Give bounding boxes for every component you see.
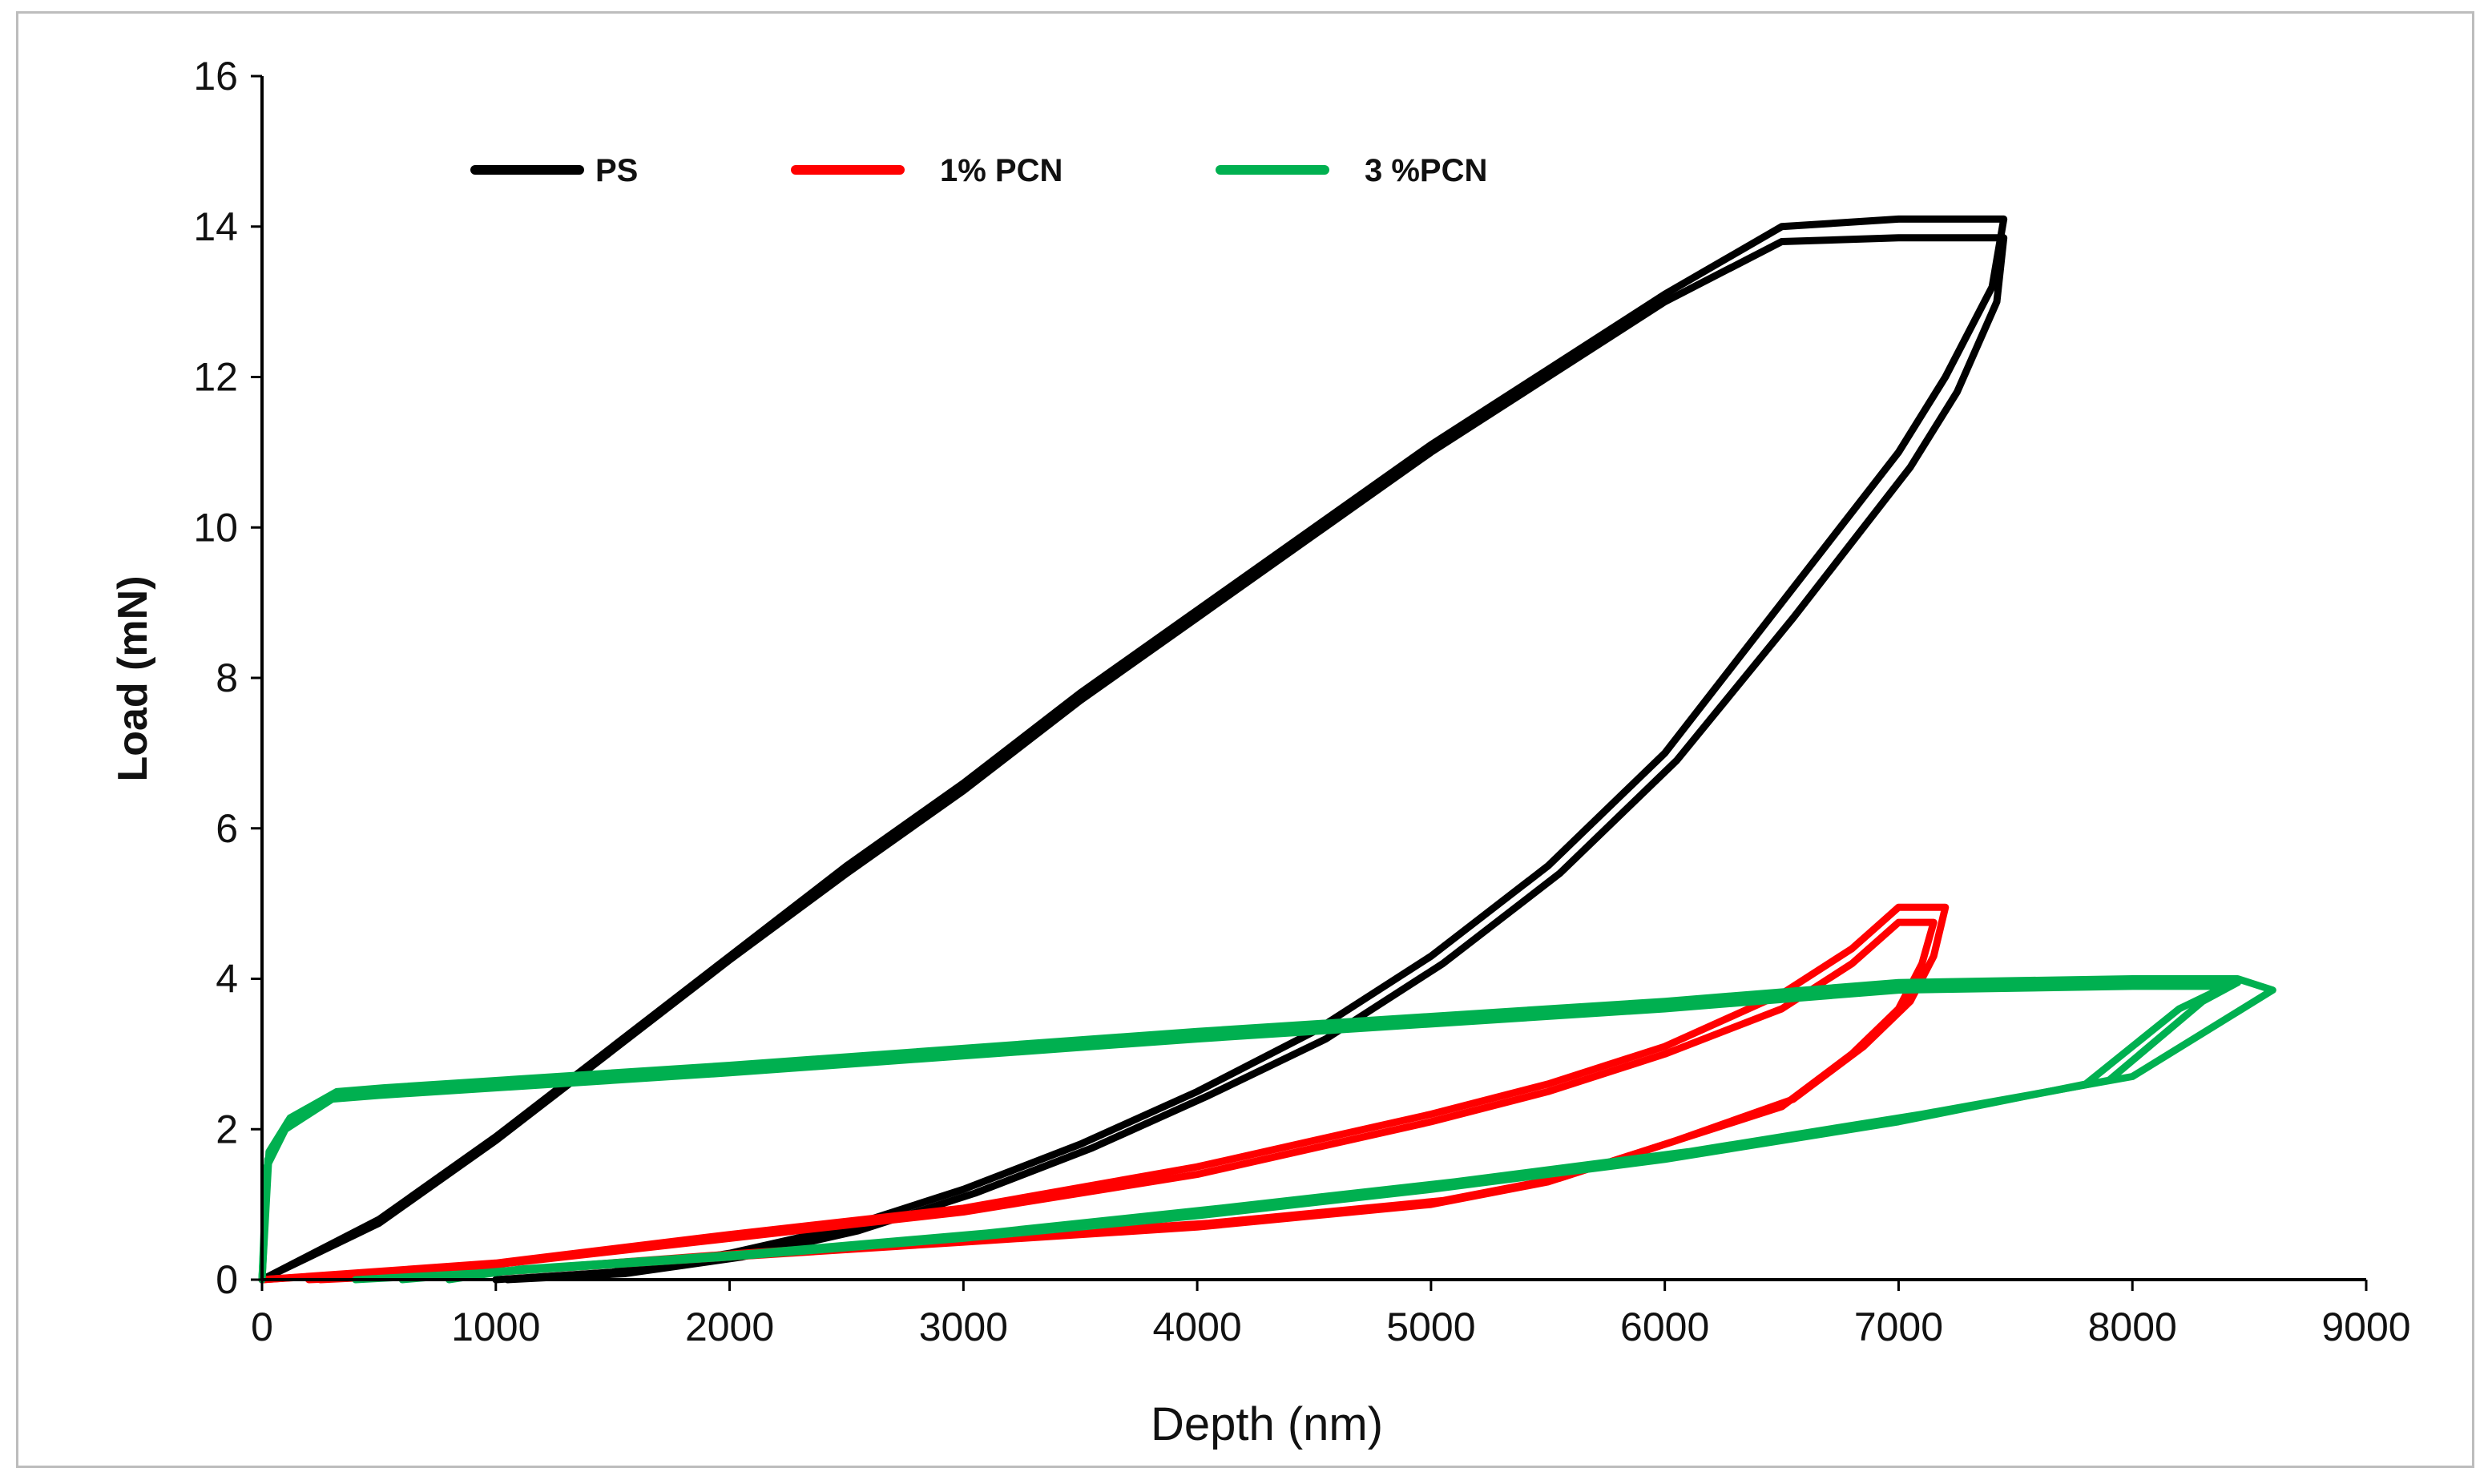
series-3-pcn [258, 975, 2276, 1284]
x-tick-label: 8000 [2088, 1305, 2177, 1349]
series-curve [258, 903, 1950, 1284]
y-tick-label: 10 [193, 505, 238, 550]
series-curve [258, 215, 2008, 1284]
y-tick-label: 8 [216, 655, 238, 700]
x-tick-label: 5000 [1386, 1305, 1475, 1349]
chart-frame: 0 2 4 6 8 10 12 14 16 0 1000 2000 3000 4000 5000 6000 7… [16, 11, 2474, 1468]
y-ticks: 0 2 4 6 8 10 12 14 16 [193, 54, 262, 1302]
y-tick-label: 4 [216, 957, 238, 1002]
series-layer [258, 215, 2276, 1284]
legend: PS 1% PCN 3 %PCN [470, 153, 1487, 188]
series-ps [258, 215, 2008, 1284]
x-tick-label: 0 [251, 1305, 273, 1349]
x-tick-label: 4000 [1152, 1305, 1241, 1349]
x-tick-label: 3000 [919, 1305, 1008, 1349]
legend-label: 3 %PCN [1365, 153, 1487, 188]
legend-label: PS [595, 153, 638, 188]
legend-entry: PS [470, 153, 638, 188]
legend-entry: 3 %PCN [1216, 153, 1487, 188]
y-tick-label: 12 [193, 355, 238, 400]
x-tick-label: 1000 [451, 1305, 540, 1349]
legend-label: 1% PCN [940, 153, 1063, 188]
legend-entry: 1% PCN [791, 153, 1063, 188]
x-tick-label: 2000 [685, 1305, 774, 1349]
y-tick-label: 6 [216, 806, 238, 851]
load-depth-chart: 0 2 4 6 8 10 12 14 16 0 1000 2000 3000 4000 5000 6000 7… [110, 54, 2411, 1450]
x-tick-label: 9000 [2321, 1305, 2410, 1349]
y-axis-title: Load (mN) [110, 575, 156, 781]
x-axis-title: Depth (nm) [1151, 1398, 1383, 1450]
x-ticks: 0 1000 2000 3000 4000 5000 6000 7000 8000 9000 [251, 1280, 2411, 1349]
y-tick-label: 0 [216, 1257, 238, 1302]
x-tick-label: 6000 [1620, 1305, 1709, 1349]
series-curve [258, 975, 2276, 1284]
series-curve [258, 234, 2008, 1284]
y-tick-label: 2 [216, 1107, 238, 1151]
series-1-pcn [258, 903, 1950, 1284]
x-tick-label: 7000 [1854, 1305, 1943, 1349]
y-tick-label: 16 [193, 54, 238, 99]
y-tick-label: 14 [193, 204, 238, 249]
